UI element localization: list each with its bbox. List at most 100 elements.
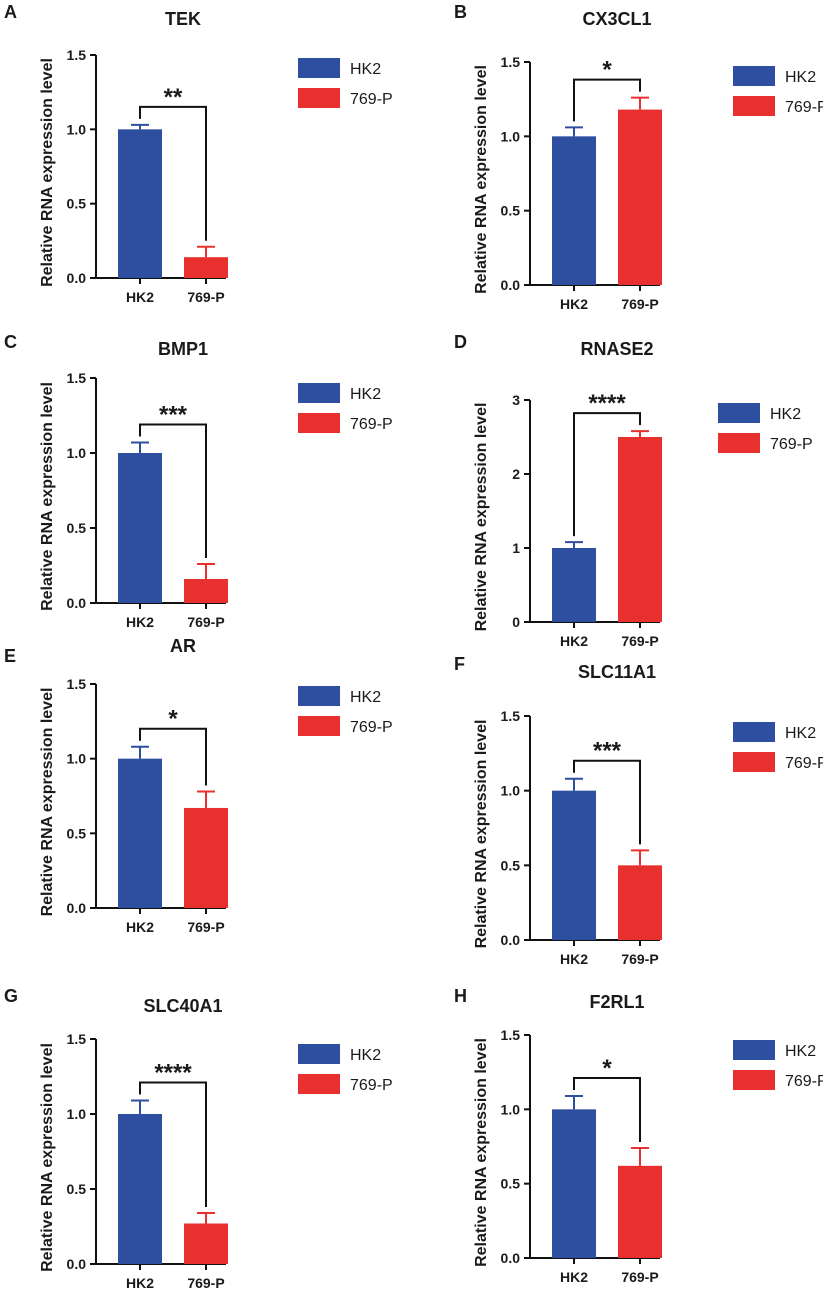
y-tick-label: 0.0 xyxy=(501,1250,521,1266)
y-tick-label: 1.0 xyxy=(501,783,521,799)
x-tick-label: HK2 xyxy=(126,1275,154,1290)
legend-label: HK2 xyxy=(785,725,816,742)
x-tick-label: 769-P xyxy=(621,951,658,967)
bar-hk2 xyxy=(118,758,162,908)
bar-hk2 xyxy=(552,136,596,285)
x-tick-label: 769-P xyxy=(187,1275,224,1290)
x-tick-label: HK2 xyxy=(560,633,588,649)
bar-hk2 xyxy=(118,129,162,278)
bar-769-p xyxy=(618,437,662,622)
y-tick-label: 1.5 xyxy=(501,54,521,70)
bar-769-p xyxy=(618,1165,662,1258)
y-tick-label: 1.5 xyxy=(67,676,87,692)
y-tick-label: 1.5 xyxy=(501,1027,521,1043)
y-axis-label: Relative RNA expression level xyxy=(473,403,490,632)
chart-panel-b: B CX3CL1 Relative RNA expression level 0.0 0… xyxy=(454,2,823,312)
y-tick-label: 0.0 xyxy=(67,270,87,286)
bar-hk2 xyxy=(552,548,596,622)
legend-label: 769-P xyxy=(350,91,393,108)
y-tick-label: 0 xyxy=(512,614,520,630)
x-tick-label: HK2 xyxy=(126,614,154,630)
y-tick-label: 0.0 xyxy=(67,595,87,611)
y-tick-label: 0.5 xyxy=(67,520,87,536)
bar-hk2 xyxy=(118,1114,162,1264)
chart-panel-f: F SLC11A1 Relative RNA expression level 0.0… xyxy=(454,654,823,967)
bar-hk2 xyxy=(552,1109,596,1258)
y-tick-label: 1.0 xyxy=(501,128,521,144)
chart-title: TEK xyxy=(165,9,201,29)
y-tick-label: 3 xyxy=(512,392,520,408)
significance-marker: **** xyxy=(588,390,626,417)
y-tick-label: 1.0 xyxy=(67,751,87,767)
bar-769-p xyxy=(618,865,662,940)
chart-panel-a: A TEK Relative RNA expression level 0.0 0.5 1… xyxy=(4,2,393,305)
legend-label: HK2 xyxy=(785,1043,816,1060)
significance-bracket xyxy=(139,105,207,241)
legend-swatch-769-p xyxy=(733,96,775,116)
y-axis-label: Relative RNA expression level xyxy=(39,382,56,611)
significance-marker: **** xyxy=(154,1060,192,1087)
significance-bracket xyxy=(139,727,207,786)
panel-letter: H xyxy=(454,986,467,1006)
y-tick-label: 0.5 xyxy=(67,1181,87,1197)
y-tick-label: 0.0 xyxy=(501,277,521,293)
y-axis-label: Relative RNA expression level xyxy=(473,720,490,949)
legend-label: 769-P xyxy=(785,1073,823,1090)
legend-swatch-769-p xyxy=(733,1070,775,1090)
panel-letter: C xyxy=(4,332,17,352)
significance-bracket xyxy=(573,78,641,122)
legend-swatch-hk2 xyxy=(298,1044,340,1064)
bar-769-p xyxy=(184,1223,228,1264)
panel-letter: E xyxy=(4,646,16,666)
legend-label: 769-P xyxy=(350,416,393,433)
significance-bracket xyxy=(573,412,641,537)
chart-panel-h: H F2RL1 Relative RNA expression level 0.0 0.… xyxy=(454,986,823,1285)
legend-label: HK2 xyxy=(350,1047,381,1064)
legend-swatch-hk2 xyxy=(298,58,340,78)
panel-letter: F xyxy=(454,654,465,674)
legend-label: 769-P xyxy=(785,755,823,772)
x-tick-label: HK2 xyxy=(560,296,588,312)
significance-marker: ** xyxy=(164,84,183,111)
y-tick-label: 0.5 xyxy=(501,1176,521,1192)
legend-label: HK2 xyxy=(770,406,801,423)
x-tick-label: 769-P xyxy=(187,289,224,305)
y-tick-label: 1 xyxy=(512,540,520,556)
y-tick-label: 0.5 xyxy=(67,825,87,841)
y-tick-label: 1.5 xyxy=(67,370,87,386)
legend-label: HK2 xyxy=(350,61,381,78)
significance-marker: *** xyxy=(159,402,188,429)
bar-769-p xyxy=(618,109,662,285)
legend-swatch-769-p xyxy=(298,1074,340,1094)
bar-769-p xyxy=(184,257,228,278)
y-tick-label: 1.5 xyxy=(67,1031,87,1047)
x-tick-label: 769-P xyxy=(187,919,224,935)
legend-swatch-769-p xyxy=(718,433,760,453)
legend-swatch-769-p xyxy=(298,413,340,433)
y-axis-label: Relative RNA expression level xyxy=(39,688,56,917)
y-tick-label: 1.0 xyxy=(67,121,87,137)
y-tick-label: 0.0 xyxy=(67,1256,87,1272)
legend-swatch-hk2 xyxy=(718,403,760,423)
legend-swatch-769-p xyxy=(298,88,340,108)
legend-swatch-769-p xyxy=(298,716,340,736)
legend-swatch-hk2 xyxy=(298,686,340,706)
legend-label: 769-P xyxy=(770,436,813,453)
legend-label: HK2 xyxy=(785,69,816,86)
panel-letter: B xyxy=(454,2,467,22)
x-tick-label: HK2 xyxy=(126,289,154,305)
significance-marker: * xyxy=(168,706,178,733)
panel-letter: G xyxy=(4,986,18,1006)
legend-label: 769-P xyxy=(785,99,823,116)
chart-title: RNASE2 xyxy=(580,339,653,359)
y-tick-label: 1.0 xyxy=(67,1106,87,1122)
panel-letter: D xyxy=(454,332,467,352)
panel-letter: A xyxy=(4,2,17,22)
bar-769-p xyxy=(184,807,228,908)
x-tick-label: 769-P xyxy=(621,633,658,649)
significance-bracket xyxy=(139,423,207,558)
x-tick-label: 769-P xyxy=(187,614,224,630)
legend-label: HK2 xyxy=(350,689,381,706)
legend-swatch-769-p xyxy=(733,752,775,772)
